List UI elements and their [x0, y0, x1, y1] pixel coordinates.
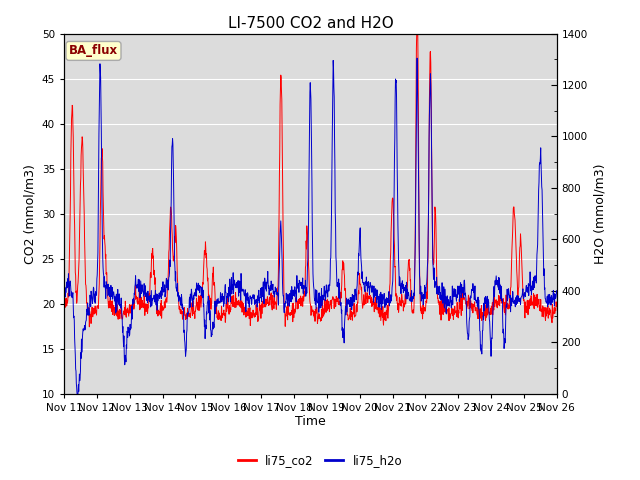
li75_co2 — [60, 303, 68, 309]
li75_h2o — [225, 293, 233, 299]
li75_co2 — [452, 308, 460, 314]
li75_co2 — [86, 324, 93, 330]
li75_h2o — [60, 286, 68, 291]
X-axis label: Time: Time — [295, 415, 326, 429]
Y-axis label: CO2 (mmol/m3): CO2 (mmol/m3) — [23, 164, 36, 264]
li75_h2o — [452, 287, 460, 292]
li75_h2o — [387, 292, 394, 298]
li75_h2o — [73, 391, 81, 396]
li75_co2 — [553, 302, 561, 308]
li75_co2 — [387, 250, 394, 256]
li75_h2o — [495, 287, 503, 293]
li75_co2 — [495, 293, 503, 299]
li75_h2o — [553, 290, 561, 296]
li75_co2 — [158, 307, 166, 312]
Line: li75_h2o: li75_h2o — [64, 58, 557, 394]
li75_co2 — [170, 253, 178, 259]
Text: BA_flux: BA_flux — [69, 44, 118, 58]
Y-axis label: H2O (mmol/m3): H2O (mmol/m3) — [593, 163, 607, 264]
li75_co2 — [413, 31, 420, 36]
Title: LI-7500 CO2 and H2O: LI-7500 CO2 and H2O — [228, 16, 393, 31]
Line: li75_co2: li75_co2 — [64, 34, 557, 327]
li75_co2 — [225, 312, 233, 317]
Legend: li75_co2, li75_h2o: li75_co2, li75_h2o — [233, 449, 407, 472]
li75_h2o — [158, 292, 166, 298]
li75_h2o — [413, 55, 421, 61]
li75_h2o — [170, 207, 178, 213]
